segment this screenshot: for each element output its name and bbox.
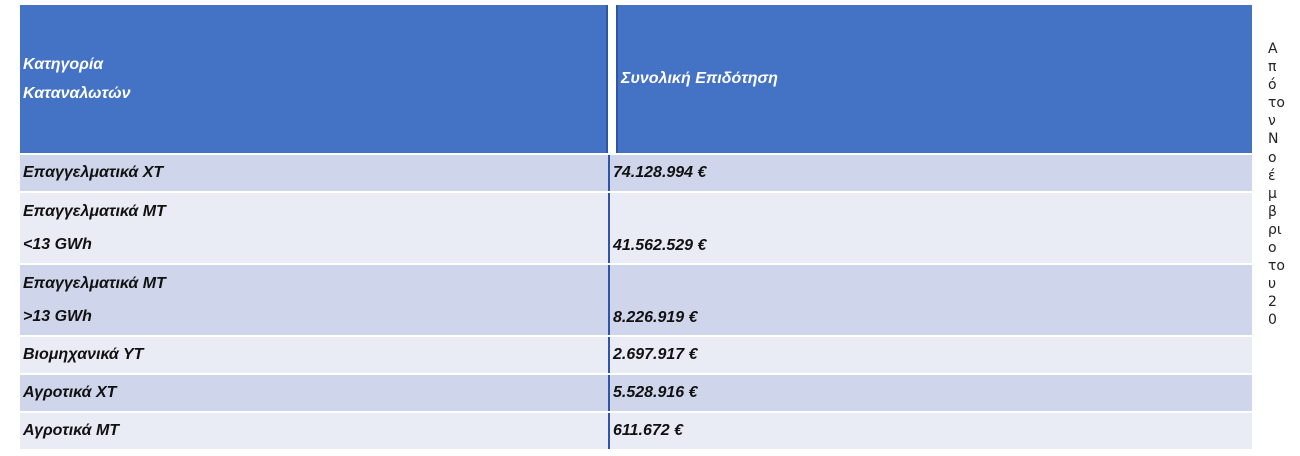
column-separator (608, 265, 610, 335)
category-cell: Επαγγελματικά ΧΤ (20, 155, 608, 191)
category-label: Επαγγελματικά ΜΤ (23, 274, 166, 292)
amount-cell: 5.528.916 € (610, 375, 1252, 411)
column-separator (608, 337, 610, 373)
table-row: Επαγγελματικά ΜΤ <13 GWh 41.562.529 € (20, 193, 1252, 263)
amount-cell: 611.672 € (610, 413, 1252, 449)
subsidy-table: Κατηγορία Καταναλωτών Συνολική Επιδότηση… (20, 5, 1252, 449)
table-header-row: Κατηγορία Καταναλωτών Συνολική Επιδότηση (20, 5, 1252, 153)
header-category-line2: Καταναλωτών (23, 85, 131, 102)
category-cell: Αγροτικά ΜΤ (20, 413, 608, 449)
category-cell: Επαγγελματικά ΜΤ <13 GWh (20, 193, 608, 263)
column-separator (608, 193, 610, 263)
amount-value: 2.697.917 € (613, 346, 698, 363)
vertical-side-text: Α π ό το ν Ν ο έ μ β ρι ο το υ 2 0 (1268, 41, 1285, 329)
table-row: Αγροτικά ΜΤ 611.672 € (20, 413, 1252, 449)
amount-cell: 74.128.994 € (610, 155, 1252, 191)
header-category-cell: Κατηγορία Καταναλωτών (20, 5, 606, 153)
category-cell: Επαγγελματικά ΜΤ >13 GWh (20, 265, 608, 335)
amount-cell: 41.562.529 € (610, 193, 1252, 263)
amount-value: 611.672 € (613, 422, 683, 439)
column-separator (608, 413, 610, 449)
category-label: Αγροτικά ΜΤ (23, 422, 120, 439)
table-row: Επαγγελματικά ΧΤ 74.128.994 € (20, 155, 1252, 191)
column-separator (616, 5, 618, 153)
column-separator (608, 375, 610, 411)
category-label: Επαγγελματικά ΜΤ (23, 202, 166, 220)
header-subsidy-cell: Συνολική Επιδότηση (618, 5, 1252, 153)
column-separator (608, 155, 610, 191)
category-label: Αγροτικά ΧΤ (23, 384, 117, 401)
header-subsidy-label: Συνολική Επιδότηση (621, 70, 778, 87)
header-gap (608, 5, 616, 153)
table-row: Βιομηχανικά ΥΤ 2.697.917 € (20, 337, 1252, 373)
table-row: Αγροτικά ΧΤ 5.528.916 € (20, 375, 1252, 411)
category-label: Επαγγελματικά ΧΤ (23, 164, 164, 181)
category-sublabel: >13 GWh (23, 307, 92, 325)
amount-cell: 2.697.917 € (610, 337, 1252, 373)
amount-cell: 8.226.919 € (610, 265, 1252, 335)
category-label: Βιομηχανικά ΥΤ (23, 346, 144, 363)
amount-value: 5.528.916 € (613, 384, 698, 401)
column-separator (606, 5, 608, 153)
category-cell: Αγροτικά ΧΤ (20, 375, 608, 411)
amount-value: 74.128.994 € (613, 164, 707, 181)
amount-value: 41.562.529 € (613, 237, 707, 254)
table-row: Επαγγελματικά ΜΤ >13 GWh 8.226.919 € (20, 265, 1252, 335)
header-category-line1: Κατηγορία (23, 56, 104, 73)
category-sublabel: <13 GWh (23, 235, 92, 253)
amount-value: 8.226.919 € (613, 309, 698, 326)
category-cell: Βιομηχανικά ΥΤ (20, 337, 608, 373)
